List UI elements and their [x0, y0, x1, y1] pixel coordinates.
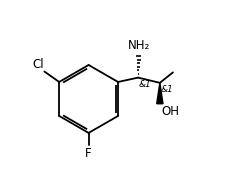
Text: NH₂: NH₂ — [128, 39, 150, 52]
Text: &1: &1 — [160, 85, 172, 95]
Text: Cl: Cl — [32, 58, 43, 71]
Text: F: F — [85, 147, 92, 160]
Polygon shape — [156, 83, 162, 104]
Text: &1: &1 — [138, 80, 151, 89]
Text: OH: OH — [161, 105, 179, 118]
